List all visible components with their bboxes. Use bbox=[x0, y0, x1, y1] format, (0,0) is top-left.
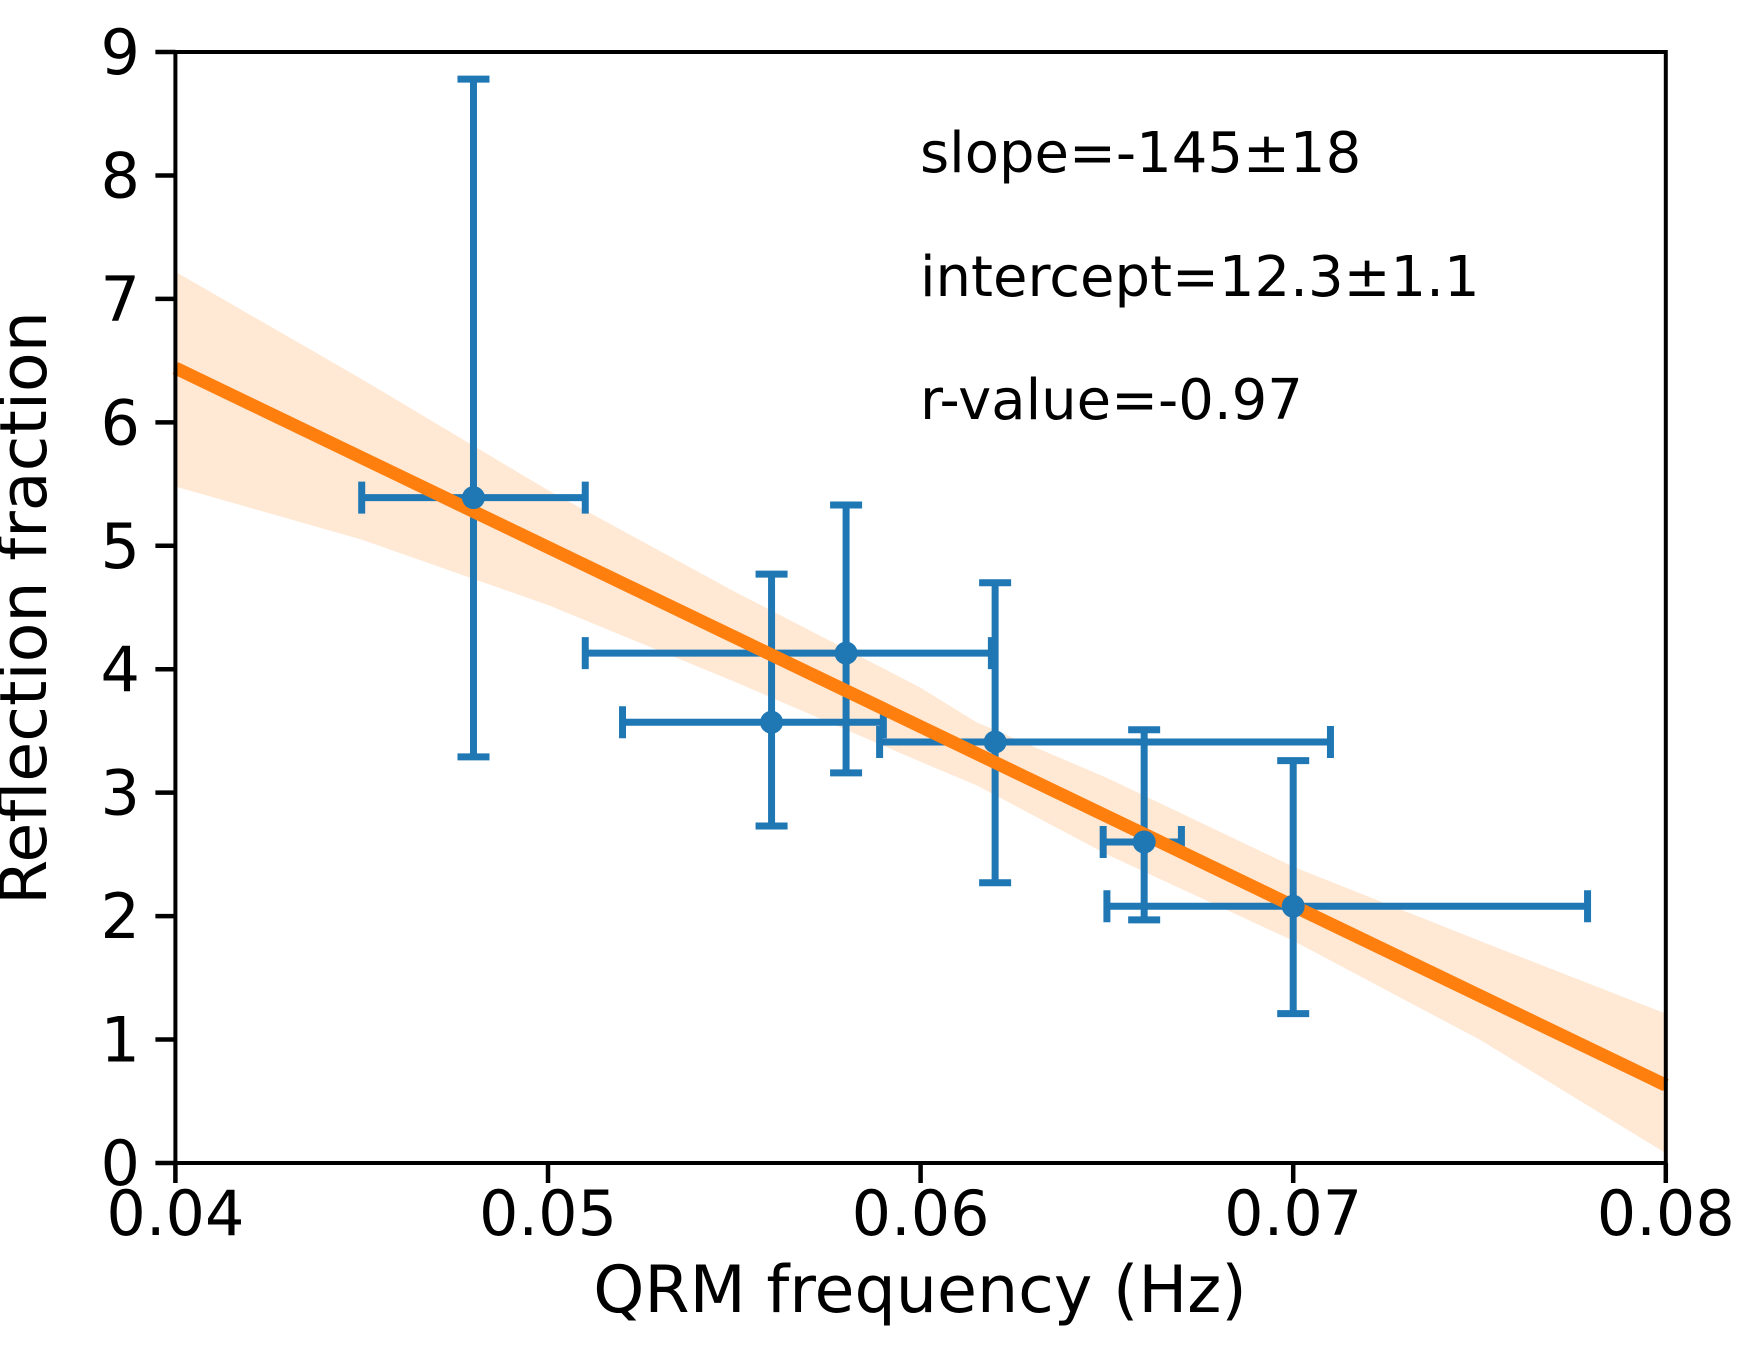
data-points-layer bbox=[461, 486, 1305, 918]
y-tick-label: 5 bbox=[101, 510, 140, 583]
x-tick-label: 0.07 bbox=[1224, 1177, 1362, 1250]
error-bar bbox=[619, 570, 887, 830]
error-bars-layer bbox=[358, 75, 1592, 1018]
y-tick-label: 3 bbox=[101, 757, 140, 830]
error-bar bbox=[1099, 726, 1185, 924]
annotation-intercept: intercept=12.3±1.1 bbox=[920, 245, 1480, 310]
data-point bbox=[461, 486, 485, 510]
y-tick-label: 2 bbox=[101, 880, 140, 953]
x-tick-label: 0.04 bbox=[106, 1177, 244, 1250]
error-bar bbox=[1103, 757, 1592, 1018]
x-tick-label: 0.06 bbox=[852, 1177, 990, 1250]
data-point bbox=[1281, 894, 1305, 918]
tick-labels-layer: 0.04 0.05 0.06 0.07 0.08 0 1 2 3 4 5 6 7 8 9 bbox=[101, 16, 1735, 1250]
annotation-rvalue: r-value=-0.97 bbox=[920, 368, 1303, 433]
y-tick-label: 6 bbox=[101, 386, 140, 459]
data-point bbox=[760, 710, 784, 734]
x-tick-label: 0.05 bbox=[479, 1177, 617, 1250]
axes-layer bbox=[155, 49, 1669, 1183]
y-tick-label: 0 bbox=[101, 1127, 140, 1200]
fit-line bbox=[172, 362, 1669, 1092]
y-tick-label: 8 bbox=[101, 139, 140, 212]
y-tick-label: 4 bbox=[101, 633, 140, 706]
y-tick-label: 9 bbox=[101, 16, 140, 89]
y-tick-label: 1 bbox=[101, 1004, 140, 1077]
error-bar bbox=[358, 75, 589, 761]
x-axis-label: QRM frequency (Hz) bbox=[593, 1253, 1246, 1328]
annotation-slope: slope=-145±18 bbox=[920, 121, 1361, 186]
y-axis-label: Reflection fraction bbox=[0, 311, 62, 905]
data-point bbox=[834, 641, 858, 665]
y-tick-label: 7 bbox=[101, 263, 140, 336]
data-point bbox=[1132, 830, 1156, 854]
error-bar bbox=[581, 501, 995, 777]
fit-line-layer bbox=[172, 362, 1669, 1092]
x-tick-label: 0.08 bbox=[1597, 1177, 1735, 1250]
data-point bbox=[983, 730, 1007, 754]
